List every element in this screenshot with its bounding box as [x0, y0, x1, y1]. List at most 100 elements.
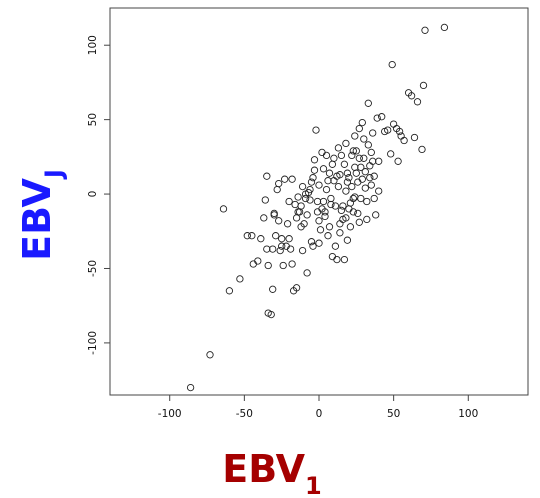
data-point [303, 269, 311, 277]
data-point [358, 175, 366, 183]
data-point [319, 165, 328, 173]
data-point [279, 261, 287, 270]
plot-frame [109, 7, 529, 396]
data-point [370, 194, 378, 203]
data-point [413, 98, 422, 106]
data-point [225, 287, 234, 295]
data-point [358, 118, 366, 127]
y-axis-label-main: EBV [15, 177, 59, 260]
data-point [288, 175, 296, 183]
data-point [330, 177, 338, 185]
data-point [286, 245, 295, 253]
data-point [345, 205, 353, 213]
data-point [343, 236, 352, 244]
data-point [313, 208, 322, 216]
data-point [355, 218, 363, 226]
data-point [349, 194, 357, 203]
y-tick-label: 50 [87, 113, 99, 126]
y-axis-label-subscript: J [40, 169, 68, 180]
data-point [330, 154, 338, 162]
data-point [263, 172, 271, 180]
data-point [254, 257, 262, 265]
data-point [318, 148, 326, 157]
data-point [384, 126, 392, 134]
data-point [331, 202, 340, 210]
x-axis-label-main: EBV [222, 447, 305, 491]
data-point [309, 174, 317, 182]
data-point [319, 197, 328, 206]
data-point [309, 242, 317, 250]
data-point [351, 193, 359, 201]
data-point [343, 178, 352, 186]
data-point [421, 26, 429, 34]
x-tick-label: -50 [236, 408, 253, 420]
data-point [389, 120, 398, 128]
data-point [322, 185, 331, 194]
data-point [340, 160, 349, 168]
data-point [276, 246, 284, 255]
data-point [294, 208, 302, 216]
x-axis-label: EBV1 [222, 447, 322, 498]
data-point [301, 190, 310, 198]
y-tick-label: 0 [87, 191, 99, 198]
data-point [269, 285, 277, 293]
data-point [303, 211, 311, 219]
data-point [292, 284, 301, 292]
data-point [275, 179, 283, 188]
y-axis-label: EBVJ [15, 169, 68, 261]
data-point [369, 157, 377, 165]
data-point [283, 220, 292, 228]
data-point [361, 168, 369, 176]
data-point [186, 383, 195, 392]
data-point [321, 212, 329, 221]
data-point [400, 136, 408, 145]
data-point [310, 166, 319, 174]
data-point [355, 124, 363, 133]
data-point [340, 255, 349, 264]
data-point [343, 169, 352, 177]
data-point [364, 99, 372, 107]
y-tick-label: -100 [87, 331, 99, 355]
data-point [325, 169, 334, 177]
data-point [310, 156, 319, 164]
data-point [267, 310, 275, 319]
y-axis: -100 -50 0 50 100 [87, 35, 110, 355]
data-point [360, 154, 368, 162]
data-point [307, 178, 316, 186]
data-point [355, 154, 363, 162]
data-point [248, 232, 256, 240]
data-point [378, 113, 386, 121]
data-point [294, 193, 302, 201]
data-point [297, 202, 305, 210]
data-point [278, 242, 286, 250]
data-point [324, 177, 332, 185]
data-point [342, 187, 350, 195]
x-tick-label: 0 [316, 408, 323, 420]
data-point [410, 133, 419, 142]
data-point [288, 260, 296, 268]
data-point [369, 129, 377, 137]
data-point [292, 214, 301, 222]
data-point [327, 200, 335, 209]
data-point [334, 144, 343, 152]
y-tick-label: 100 [87, 35, 99, 55]
data-point [375, 157, 383, 165]
data-point [387, 150, 395, 158]
data-point [352, 169, 360, 177]
data-point [285, 235, 293, 243]
data-point [313, 197, 322, 206]
data-point [269, 245, 277, 253]
data-point [361, 184, 369, 192]
data-point [373, 114, 381, 122]
data-point [328, 252, 337, 261]
x-tick-label: 100 [458, 408, 478, 420]
data-point [397, 132, 405, 140]
data-point [352, 147, 360, 155]
data-point [349, 208, 357, 216]
data-point [336, 229, 344, 237]
data-point [260, 214, 268, 222]
data-point [348, 151, 356, 160]
data-point [298, 182, 307, 191]
data-point [312, 126, 320, 134]
data-point [243, 232, 251, 240]
